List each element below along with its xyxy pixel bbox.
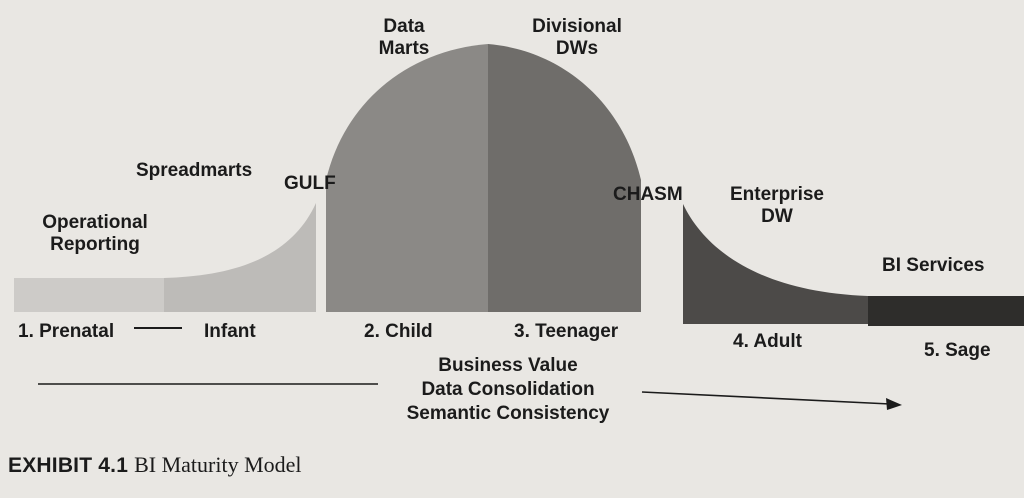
adult-curve bbox=[683, 204, 868, 324]
teenager-hump bbox=[488, 44, 641, 312]
label-data-marts: Data Marts bbox=[378, 16, 430, 59]
phase-adult: 4. Adult bbox=[733, 331, 802, 352]
phase-infant: Infant bbox=[204, 321, 256, 342]
phase-child: 2. Child bbox=[364, 321, 433, 342]
sage-band bbox=[868, 296, 1024, 326]
value-axis-data-consolidation: Data Consolidation bbox=[421, 379, 595, 400]
exhibit-title: BI Maturity Model bbox=[134, 452, 302, 477]
label-spreadmarts: Spreadmarts bbox=[136, 160, 253, 181]
value-axis-arrowhead bbox=[886, 398, 902, 410]
value-axis-line-right bbox=[641, 391, 891, 405]
value-axis-labels: Business Value Data Consolidation Semant… bbox=[407, 354, 610, 426]
label-operational-reporting: Operational Reporting bbox=[42, 212, 148, 255]
phase-prenatal: 1. Prenatal bbox=[18, 321, 115, 342]
label-divisional-dws: Divisional DWs bbox=[532, 16, 622, 59]
exhibit-number: EXHIBIT 4.1 bbox=[8, 454, 129, 477]
child-hump bbox=[326, 44, 488, 312]
label-chasm: CHASM bbox=[613, 184, 683, 205]
exhibit-caption: EXHIBIT 4.1 BI Maturity Model bbox=[8, 452, 302, 478]
label-bi-services: BI Services bbox=[882, 255, 985, 276]
label-gulf: GULF bbox=[284, 173, 336, 194]
prenatal-band bbox=[14, 278, 164, 312]
value-axis-semantic-consistency: Semantic Consistency bbox=[406, 403, 610, 424]
label-enterprise-dw: Enterprise DW bbox=[730, 184, 824, 227]
value-axis-business-value: Business Value bbox=[438, 355, 578, 376]
phase-teenager: 3. Teenager bbox=[514, 321, 619, 342]
phase-sage: 5. Sage bbox=[924, 340, 991, 361]
infant-curve bbox=[164, 203, 316, 312]
